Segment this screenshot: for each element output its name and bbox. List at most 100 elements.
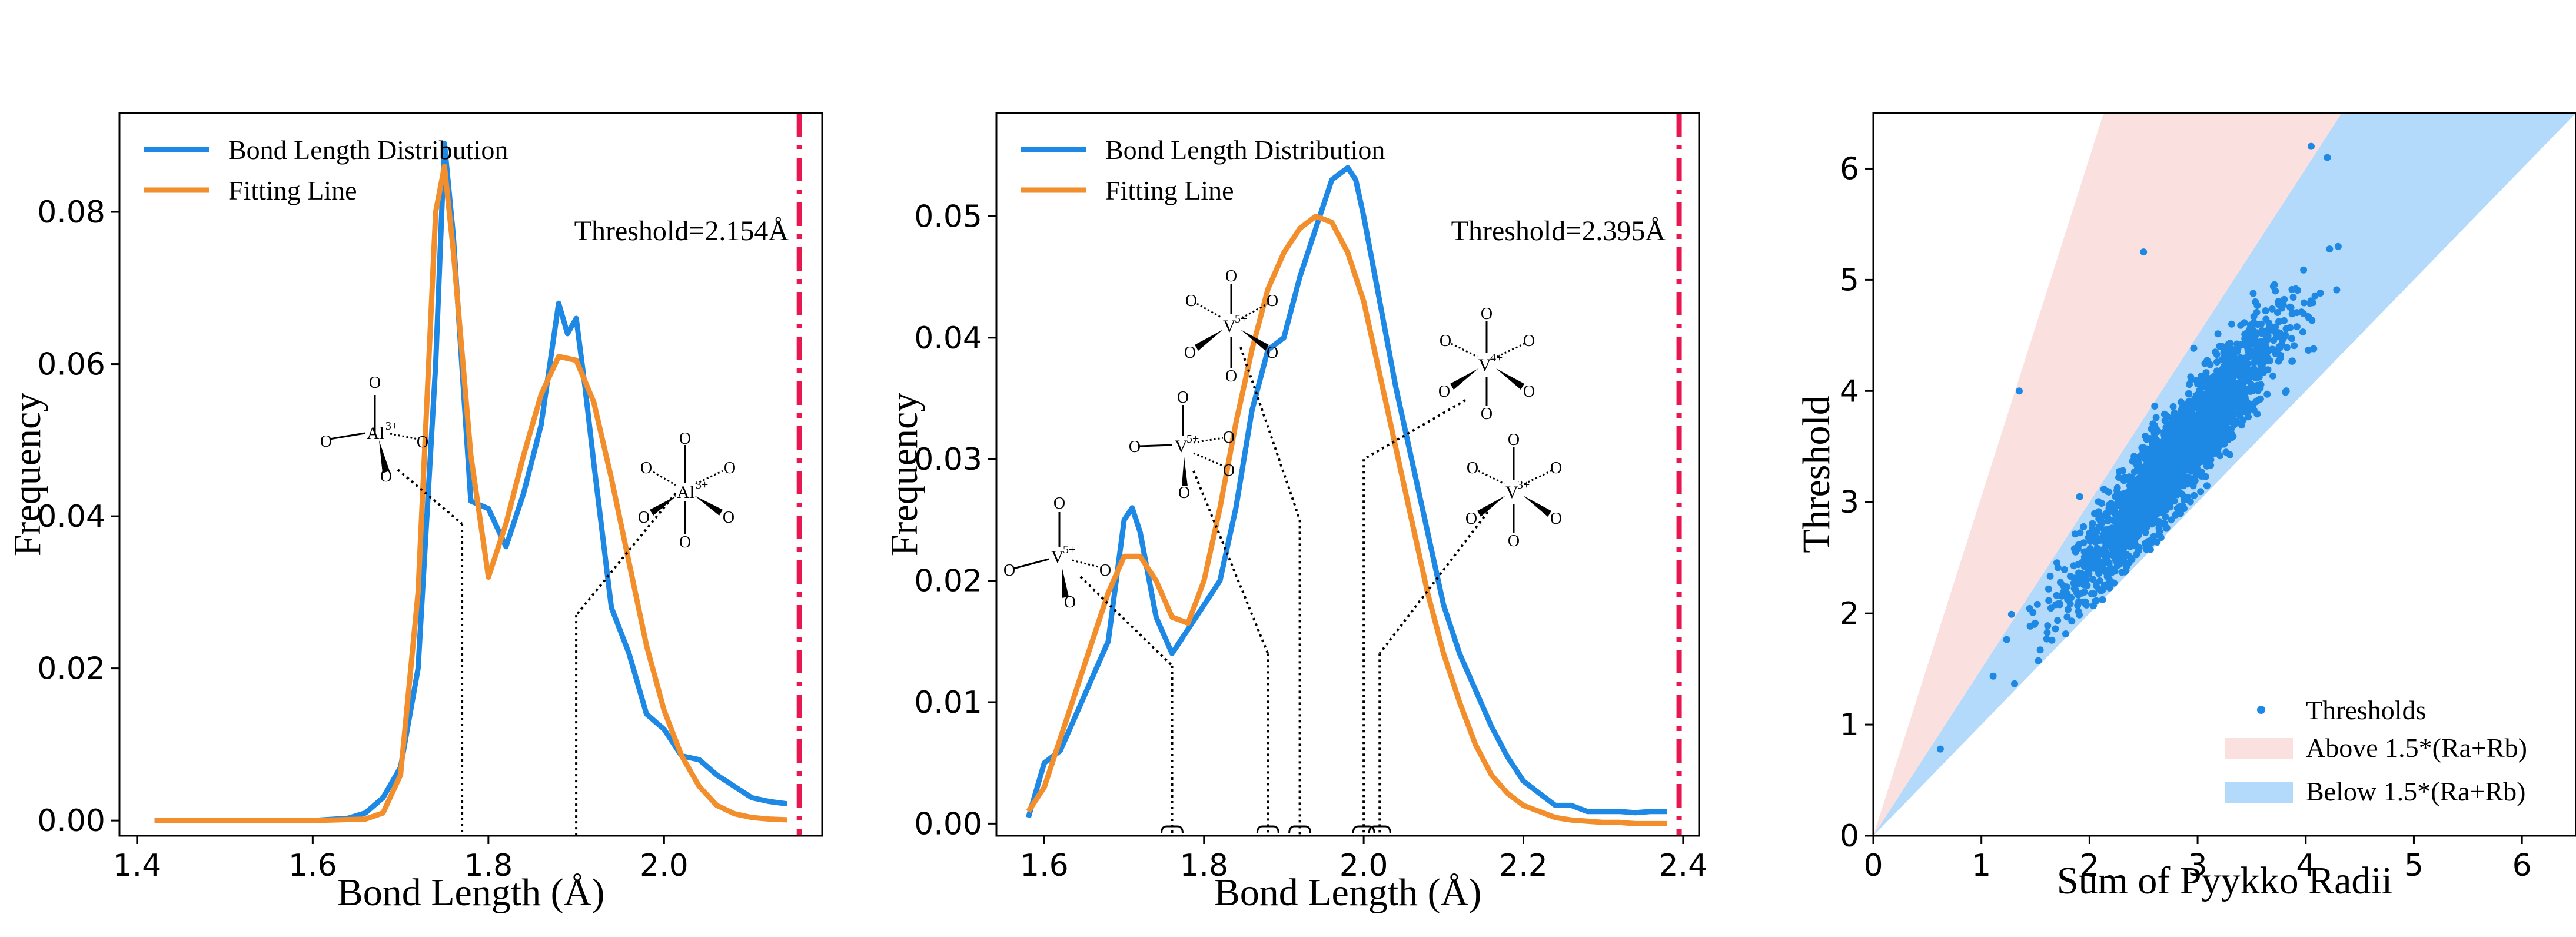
scatter-point — [2102, 510, 2110, 517]
scatter-point — [2029, 609, 2037, 616]
scatter-point — [2242, 331, 2250, 338]
scatter-point — [2228, 320, 2235, 328]
scatter-point — [2333, 286, 2341, 294]
svg-text:Al: Al — [367, 424, 384, 443]
x-tick-label: 1.8 — [1179, 848, 1228, 883]
scatter-point — [2099, 596, 2106, 603]
scatter-point — [2241, 338, 2248, 346]
scatter-point — [2106, 541, 2114, 549]
x-tick-label: 1.6 — [1020, 848, 1069, 883]
svg-text:O: O — [1267, 344, 1278, 362]
scatter-point — [2063, 613, 2071, 621]
svg-text:O: O — [1178, 484, 1190, 502]
svg-text:O: O — [1465, 510, 1477, 528]
scatter-point — [2309, 299, 2316, 307]
scatter-point — [2045, 585, 2052, 593]
svg-text:O: O — [723, 509, 734, 527]
scatter-point — [2099, 562, 2106, 570]
legend-label-below: Below 1.5*(Ra+Rb) — [2306, 776, 2525, 806]
scatter-point — [2199, 472, 2207, 480]
annotation-diagonal-v-0 — [1079, 576, 1173, 667]
scatter-point — [2047, 604, 2055, 612]
scatter-point — [2045, 597, 2053, 604]
annotation-diagonal-v-1 — [1192, 470, 1269, 654]
scatter-point — [2143, 454, 2150, 462]
y-axis-label: Frequency — [883, 393, 926, 557]
scatter-point — [2188, 456, 2195, 463]
scatter-point — [2236, 410, 2243, 417]
y-tick-label: 0.00 — [914, 806, 982, 842]
y-tick-label: 0.05 — [914, 199, 982, 234]
scatter-point — [2201, 381, 2209, 388]
scatter-point — [2169, 403, 2177, 410]
scatter-point — [2239, 395, 2247, 403]
scatter-point — [2140, 444, 2147, 451]
scatter-point — [2186, 434, 2193, 441]
scatter-point — [2289, 357, 2296, 365]
scatter-point — [2159, 502, 2166, 510]
scatter-point — [2169, 426, 2176, 433]
scatter-point — [2176, 480, 2183, 488]
scatter-point — [2085, 570, 2093, 578]
scatter-point — [2116, 467, 2123, 475]
scatter-point — [2281, 295, 2288, 303]
svg-text:O: O — [640, 459, 652, 477]
scatter-point — [2237, 321, 2245, 329]
scatter-point — [2128, 482, 2135, 490]
scatter-point — [2177, 398, 2185, 406]
scatter-point — [2075, 607, 2082, 615]
scatter-point — [2043, 629, 2051, 636]
svg-text:O: O — [1129, 438, 1141, 456]
annotation-bracket-v-0 — [1161, 825, 1184, 834]
scatter-point — [2046, 572, 2054, 580]
scatter-point — [2254, 321, 2262, 328]
x-tick-label: 0 — [1863, 848, 1883, 883]
svg-text:O: O — [1223, 461, 1235, 480]
scatter-point — [2231, 421, 2238, 428]
scatter-point — [2252, 298, 2259, 305]
x-tick-label: 2.4 — [1659, 848, 1708, 883]
region-below — [1873, 113, 2576, 836]
legend: Thresholds Above 1.5*(Ra+Rb) Below 1.5*(… — [2225, 695, 2527, 806]
svg-text:5+: 5+ — [1186, 433, 1199, 446]
scatter-point — [2062, 630, 2069, 637]
scatter-point — [2236, 373, 2244, 381]
scatter-point — [2249, 384, 2256, 391]
scatter-point — [2191, 394, 2199, 402]
scatter-point — [2152, 414, 2160, 421]
scatter-point — [2169, 457, 2177, 464]
legend: Bond Length Distribution Fitting Line — [1021, 135, 1385, 205]
scatter-point — [2194, 380, 2201, 388]
x-tick-label: 1.6 — [288, 848, 337, 883]
svg-text:O: O — [1467, 459, 1478, 477]
scatter-point — [2074, 602, 2082, 609]
scatter-point — [2282, 325, 2290, 333]
legend-label-distribution: Bond Length Distribution — [228, 135, 508, 165]
y-tick-label: 0.01 — [914, 685, 982, 720]
chart-panel-threshold-scatter: 0 1 2 3 4 5 6 0 1 2 3 4 5 6 Sum of Pyykko Radii Thres… — [1795, 112, 2576, 902]
x-tick-label: 6 — [2512, 848, 2532, 883]
scatter-point — [2258, 330, 2266, 337]
scatter-point — [2275, 301, 2282, 308]
scatter-point — [2135, 531, 2142, 539]
scatter-point — [2123, 563, 2130, 570]
scatter-point — [2165, 421, 2173, 428]
annotation-diagonal-v-3 — [1363, 399, 1467, 460]
scatter-point — [2269, 283, 2277, 290]
legend: Bond Length Distribution Fitting Line — [144, 135, 508, 205]
scatter-point — [2015, 387, 2023, 395]
scatter-point — [2198, 431, 2205, 438]
scatter-point — [2098, 500, 2106, 507]
scatter-point — [2033, 600, 2041, 608]
scatter-point — [2263, 390, 2271, 398]
scatter-point — [2143, 523, 2151, 530]
scatter-point — [2129, 457, 2136, 465]
v4-octahedral-structure: O O O O O O V 4+ — [1438, 305, 1535, 423]
scatter-point — [2142, 529, 2149, 536]
scatter-point — [2240, 368, 2248, 376]
y-tick-label: 1 — [1840, 707, 1859, 743]
scatter-point — [2054, 617, 2062, 624]
scatter-point — [2213, 351, 2221, 358]
svg-text:O: O — [1267, 292, 1278, 310]
scatter-point — [2310, 345, 2318, 353]
